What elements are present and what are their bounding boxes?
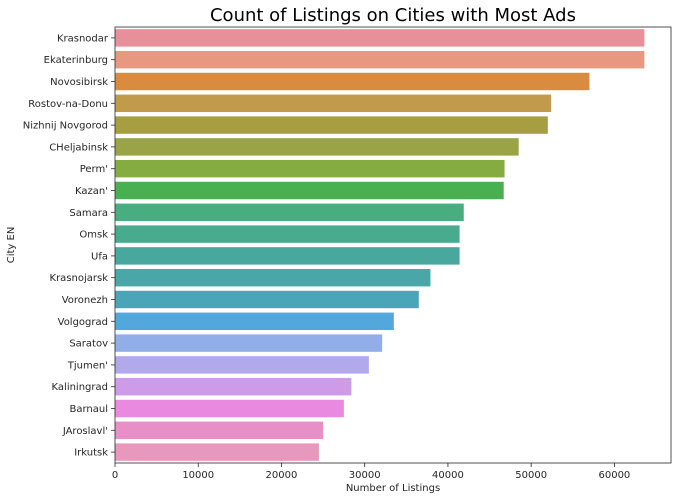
bar-5 <box>115 138 519 156</box>
x-tick-label-4: 40000 <box>432 470 464 481</box>
y-tick-label-1: Ekaterinburg <box>44 55 108 66</box>
y-tick-label-13: Volgograd <box>58 317 108 328</box>
bar-7 <box>115 181 504 200</box>
y-tick-label-17: Barnaul <box>69 404 108 415</box>
x-axis-ticks: 0 10000 20000 30000 40000 50000 60000 <box>112 463 630 481</box>
x-tick-label-5: 50000 <box>515 470 547 481</box>
bar-17 <box>115 399 344 418</box>
y-axis-ticks: Krasnodar Ekaterinburg Novosibirsk Rostov-n… <box>23 33 115 459</box>
x-axis-label: Number of Listings <box>346 483 440 494</box>
x-tick-label-3: 30000 <box>349 470 381 481</box>
bar-1 <box>115 50 645 69</box>
bar-12 <box>115 290 419 309</box>
y-tick-label-9: Omsk <box>79 230 108 241</box>
y-tick-label-18: JAroslavl' <box>62 426 108 437</box>
plot-frame <box>114 26 672 464</box>
y-axis-label: City EN <box>6 227 17 264</box>
y-tick-label-5: CHeljabinsk <box>49 142 108 153</box>
bar-11 <box>115 268 431 287</box>
x-tick-label-6: 60000 <box>598 470 630 481</box>
bar-8 <box>115 203 464 222</box>
bar-3 <box>115 94 552 113</box>
y-tick-label-10: Ufa <box>91 251 108 262</box>
bar-16 <box>115 377 352 396</box>
bar-4 <box>115 116 548 134</box>
y-tick-label-14: Saratov <box>69 339 108 350</box>
bar-14 <box>115 334 383 352</box>
y-tick-label-12: Voronezh <box>62 295 108 306</box>
y-tick-label-6: Perm' <box>80 164 108 175</box>
y-tick-label-7: Kazan' <box>75 186 108 197</box>
bar-9 <box>115 225 460 243</box>
y-tick-label-3: Rostov-na-Donu <box>28 99 108 110</box>
y-tick-label-0: Krasnodar <box>57 33 109 44</box>
bar-15 <box>115 356 369 374</box>
y-tick-label-15: Tjumen' <box>67 360 108 371</box>
bar-10 <box>115 247 460 265</box>
y-tick-label-16: Kaliningrad <box>52 382 108 393</box>
y-tick-label-11: Krasnojarsk <box>50 273 109 284</box>
bars-layer <box>115 29 645 461</box>
y-tick-label-2: Novosibirsk <box>50 77 108 88</box>
bar-0 <box>115 29 645 47</box>
bar-18 <box>115 421 324 440</box>
chart-title: Count of Listings on Cities with Most Ad… <box>210 5 576 26</box>
bar-13 <box>115 312 394 331</box>
x-tick-label-0: 0 <box>112 470 118 481</box>
bar-19 <box>115 443 319 461</box>
y-tick-label-4: Nizhnij Novgorod <box>23 121 108 132</box>
y-tick-label-19: Irkutsk <box>74 448 108 459</box>
bar-6 <box>115 159 505 178</box>
x-tick-label-2: 20000 <box>266 470 298 481</box>
y-tick-label-8: Samara <box>69 208 108 219</box>
x-tick-label-1: 10000 <box>182 470 214 481</box>
bar-2 <box>115 72 590 91</box>
